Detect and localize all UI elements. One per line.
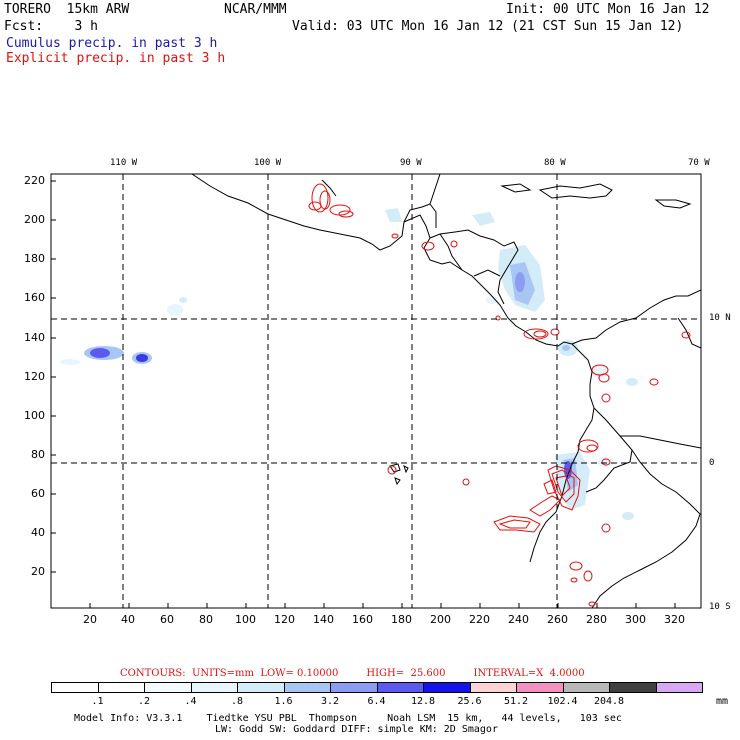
y-tick: 100 (24, 409, 45, 422)
x-tick: 60 (160, 613, 174, 626)
x-tick: 280 (586, 613, 607, 626)
y-tick: 200 (24, 213, 45, 226)
x-tick: 80 (199, 613, 213, 626)
colorbar-swatch (97, 682, 145, 693)
y-tick: 40 (31, 526, 45, 539)
init-time: Init: 00 UTC Mon 16 Jan 12 (506, 2, 710, 17)
colorbar-level-label: 102.4 (547, 696, 578, 707)
colorbar-level-label: 6.4 (367, 696, 386, 707)
x-tick: 140 (313, 613, 334, 626)
y-tick: 20 (31, 565, 45, 578)
x-tick: 260 (547, 613, 568, 626)
legend-cumulus: Cumulus precip. in past 3 h (6, 36, 218, 51)
lon-label-80w: 80 W (544, 158, 566, 168)
colorbar-unit: mm (716, 696, 729, 707)
colorbar-level-label: .4 (184, 696, 197, 707)
colorbar-level-label: 1.6 (274, 696, 293, 707)
model-info-line1: Model Info: V3.3.1 Tiedtke YSU PBL Thomp… (74, 713, 622, 724)
contour-interval: INTERVAL=X 4.0000 (473, 668, 585, 679)
contour-high: HIGH= 25.600 (366, 668, 446, 679)
colorbar-level-label: 12.8 (410, 696, 436, 707)
colorbar-swatch (609, 682, 657, 693)
x-tick: 320 (664, 613, 685, 626)
lon-label-110w: 110 W (110, 158, 138, 168)
colorbar-swatch (376, 682, 424, 693)
explicit-precip-contours (308, 183, 691, 607)
valid-time: Valid: 03 UTC Mon 16 Jan 12 (21 CST Sun … (292, 19, 684, 34)
axis-ticks (51, 180, 676, 608)
x-tick: 160 (352, 613, 373, 626)
colorbar-swatch (51, 682, 99, 693)
map-frame (50, 173, 702, 609)
latlon-grid (51, 174, 701, 608)
colorbar-swatch (330, 682, 378, 693)
y-tick: 160 (24, 291, 45, 304)
colorbar-level-label: 204.8 (593, 696, 625, 707)
colorbar-swatch (283, 682, 331, 693)
x-tick: 220 (469, 613, 490, 626)
colorbar-level-label: 51.2 (503, 696, 529, 707)
x-tick: 300 (625, 613, 646, 626)
colorbar-swatch (655, 682, 703, 693)
center-name: NCAR/MMM (224, 2, 287, 17)
colorbar-swatch (562, 682, 610, 693)
y-tick: 180 (24, 252, 45, 265)
colorbar-level-label: .2 (137, 696, 151, 707)
lon-label-90w: 90 W (400, 158, 422, 168)
colorbar-swatch (237, 682, 285, 693)
colorbar-level-label: .8 (230, 696, 244, 707)
legend-explicit: Explicit precip. in past 3 h (6, 51, 226, 66)
y-tick: 80 (31, 448, 45, 461)
colorbar-swatch (144, 682, 192, 693)
contour-info: CONTOURS: UNITS=mm LOW= 0.10000 HIGH= 25.… (120, 668, 613, 679)
colorbar-swatch (516, 682, 564, 693)
x-tick: 20 (83, 613, 97, 626)
x-tick: 240 (508, 613, 529, 626)
cumulus-precip-shading (60, 208, 638, 520)
model-name: TORERO 15km ARW (4, 2, 130, 17)
lat-label-0: 0 (709, 458, 715, 468)
y-tick: 60 (31, 487, 45, 500)
x-tick: 40 (121, 613, 135, 626)
x-tick: 200 (430, 613, 451, 626)
colorbar-level-label: 3.2 (320, 696, 340, 707)
coastlines (191, 174, 701, 608)
x-tick: 120 (274, 613, 295, 626)
colorbar-level-label: 25.6 (457, 696, 482, 707)
forecast-hour: Fcst: 3 h (4, 19, 98, 34)
colorbar-level-label: .1 (91, 696, 104, 707)
lat-label-10n: 10 N (709, 313, 731, 323)
lat-label-10s: 10 S (709, 602, 731, 612)
lon-label-100w: 100 W (254, 158, 282, 168)
y-tick: 120 (24, 370, 45, 383)
model-info-line2: LW: Godd SW: Goddard DIFF: simple KM: 2D… (215, 724, 498, 735)
contour-units: CONTOURS: UNITS=mm LOW= 0.10000 (120, 668, 339, 679)
y-tick: 140 (24, 331, 45, 344)
colorbar-swatch (190, 682, 238, 693)
colorbar-swatch (423, 682, 471, 693)
lon-label-70w: 70 W (688, 158, 710, 168)
y-tick: 220 (24, 174, 45, 187)
x-tick: 180 (391, 613, 412, 626)
x-tick: 100 (235, 613, 256, 626)
colorbar-swatch (469, 682, 517, 693)
